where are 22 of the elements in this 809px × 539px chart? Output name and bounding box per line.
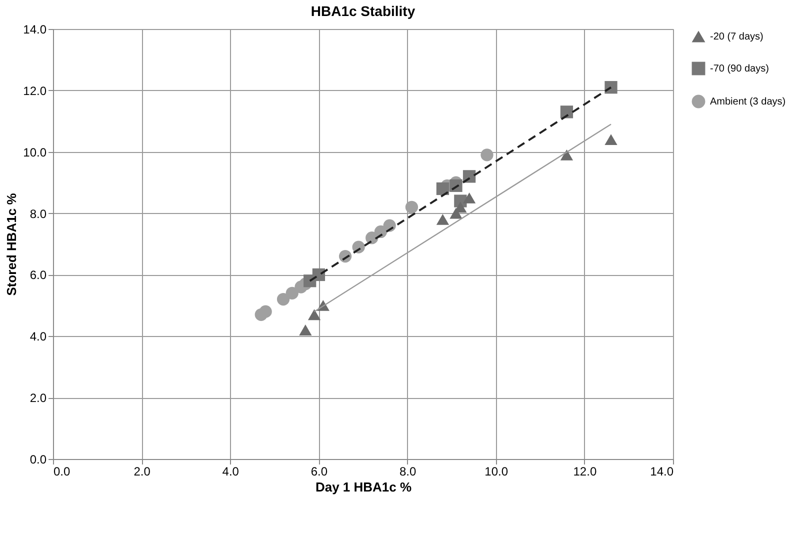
legend-label: -70 (90 days) [710, 64, 769, 74]
chart-title: HBA1c Stability [310, 3, 416, 19]
x-tick-label: 6.0 [310, 464, 328, 478]
y-tick-label: 14.0 [23, 22, 47, 36]
y-tick-label: 4.0 [30, 330, 47, 344]
y-axis-title: Stored HBA1c % [4, 192, 20, 296]
y-tick-label: 8.0 [30, 206, 47, 221]
y-tick-label: 2.0 [30, 391, 47, 406]
legend-label: Ambient (3 days) [710, 96, 786, 108]
y-tick-label: 6.0 [30, 268, 47, 282]
x-tick-label: 8.0 [399, 464, 416, 478]
legend-label: -20 (7 days) [710, 32, 764, 42]
x-tick-label: 12.0 [573, 464, 597, 478]
x-tick-label: 14.0 [650, 464, 674, 478]
x-tick-label: 10.0 [484, 464, 508, 478]
y-tick-label: 10.0 [23, 145, 47, 160]
x-tick-label: 4.0 [222, 464, 240, 478]
x-axis-title: Day 1 HBA1c % [315, 480, 412, 494]
y-tick-label: 12.0 [23, 84, 47, 98]
x-tick-label: 2.0 [134, 464, 151, 478]
y-tick-label: 0.0 [30, 452, 47, 466]
x-tick-label: 0.0 [54, 464, 71, 478]
